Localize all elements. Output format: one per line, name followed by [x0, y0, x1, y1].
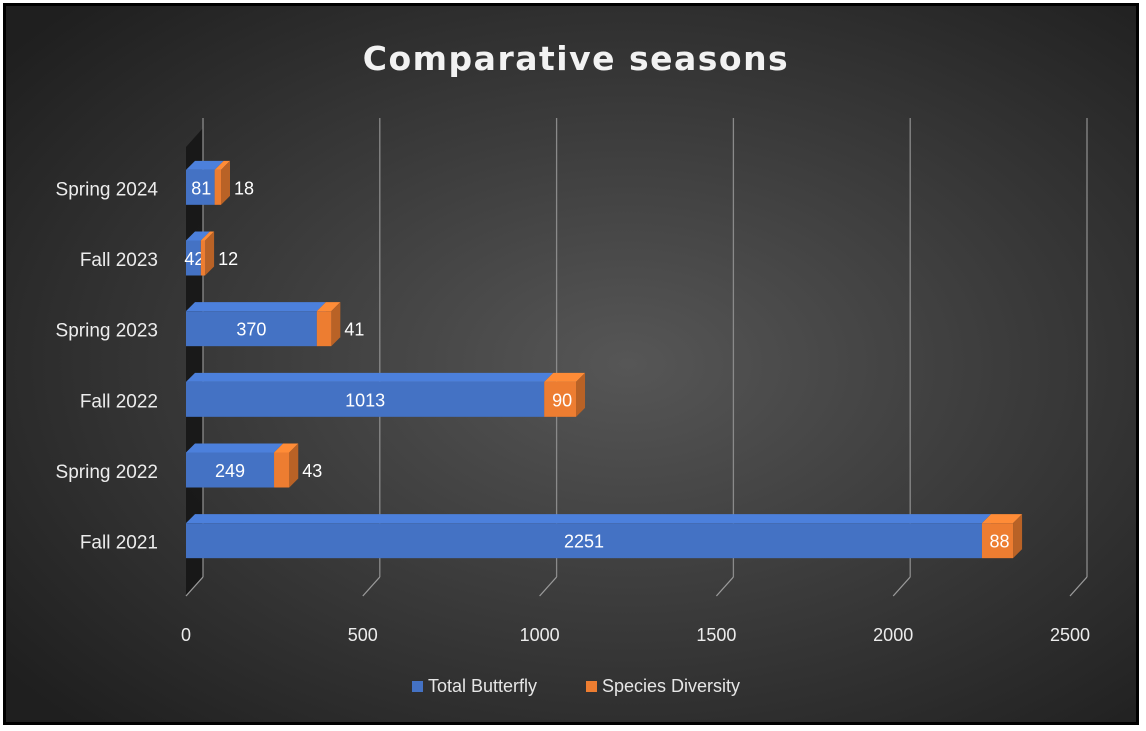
chart-title: Comparative seasons: [363, 39, 789, 78]
data-label-species-diversity: 43: [302, 461, 322, 481]
bar-top-face: [186, 514, 991, 524]
bar-front-face: [200, 240, 206, 276]
bar-front-face: [186, 311, 317, 347]
chart-canvas: Comparative seasons 0 500 1000 1500 2000 2500…: [6, 6, 1136, 722]
category-label: Fall 2022: [80, 391, 158, 412]
bar-top-face: [186, 231, 210, 241]
x-tick-label: 1000: [520, 625, 560, 645]
chart-frame: Comparative seasons 0 500 1000 1500 2000 2500…: [3, 3, 1139, 725]
data-label-species-diversity: 41: [344, 320, 364, 340]
gridline-floor: [185, 576, 204, 597]
bar-front-face: [981, 523, 1014, 559]
bar-top-face: [981, 514, 1023, 524]
bar-top-face: [186, 443, 284, 453]
category-label: Spring 2023: [56, 321, 158, 342]
data-label-species-diversity: 18: [234, 178, 254, 198]
x-tick-label: 2000: [873, 625, 913, 645]
data-label-total-butterfly: 1013: [345, 390, 385, 410]
bar-species-diversity: [544, 372, 586, 417]
gridline-floor: [539, 576, 558, 597]
bar-front-face: [316, 311, 332, 347]
bar-species-diversity: [981, 514, 1023, 559]
x-tick-label: 2500: [1050, 625, 1090, 645]
category-label: Spring 2024: [56, 179, 159, 200]
bar-top-face: [274, 443, 299, 453]
bar-total-butterfly: [186, 514, 991, 559]
bar-side-face: [1013, 514, 1023, 559]
bar-front-face: [186, 169, 215, 205]
bar-front-face: [186, 381, 545, 417]
category-label: Fall 2023: [80, 250, 158, 271]
bar-side-face: [205, 231, 215, 276]
category-label: Fall 2021: [80, 533, 158, 554]
bar-species-diversity: [316, 302, 341, 347]
legend-label: Species Diversity: [602, 676, 740, 696]
data-label-species-diversity: 12: [218, 249, 238, 269]
bar-front-face: [214, 169, 222, 205]
x-tick-label: 1500: [696, 625, 736, 645]
legend: Total Butterfly Species Diversity: [412, 676, 740, 696]
gridline-floor: [892, 576, 911, 597]
legend-swatch: [586, 681, 597, 692]
bar-side-face: [221, 160, 231, 205]
data-label-species-diversity: 90: [552, 390, 572, 410]
bar-top-face: [200, 231, 215, 241]
bar-top-face: [544, 372, 586, 382]
data-label-total-butterfly: 42: [184, 249, 204, 269]
gridline-floor: [1069, 576, 1088, 597]
category-label: Spring 2022: [56, 462, 158, 483]
bar-side-face: [289, 443, 299, 488]
bar-top-face: [186, 372, 554, 382]
bar-front-face: [186, 240, 201, 276]
bar-side-face: [331, 302, 341, 347]
bar-species-diversity: [274, 443, 299, 488]
data-label-total-butterfly: 2251: [564, 532, 604, 552]
data-label-total-butterfly: 81: [191, 178, 211, 198]
x-tick-label: 500: [348, 625, 378, 645]
bar-species-diversity: [214, 160, 231, 205]
gridline-floor: [362, 576, 381, 597]
x-tick-label: 0: [181, 625, 191, 645]
legend-label: Total Butterfly: [428, 676, 537, 696]
bar-species-diversity: [200, 231, 215, 276]
gridline-floor: [715, 576, 734, 597]
bar-top-face: [186, 160, 224, 170]
bar-front-face: [544, 381, 577, 417]
legend-swatch: [412, 681, 423, 692]
chart-background: [6, 6, 1136, 722]
bar-top-face: [316, 302, 341, 312]
bar-side-face: [576, 372, 586, 417]
data-label-total-butterfly: 249: [215, 461, 245, 481]
bar-top-face: [214, 160, 231, 170]
bar-front-face: [186, 523, 982, 559]
bar-front-face: [186, 452, 275, 488]
data-label-total-butterfly: 370: [236, 320, 266, 340]
data-label-species-diversity: 88: [989, 532, 1009, 552]
bar-front-face: [274, 452, 290, 488]
plot-area: 0 500 1000 1500 2000 2500 Fall 2021 2251 88 Sprin…: [56, 118, 1090, 645]
bar-top-face: [186, 302, 326, 312]
